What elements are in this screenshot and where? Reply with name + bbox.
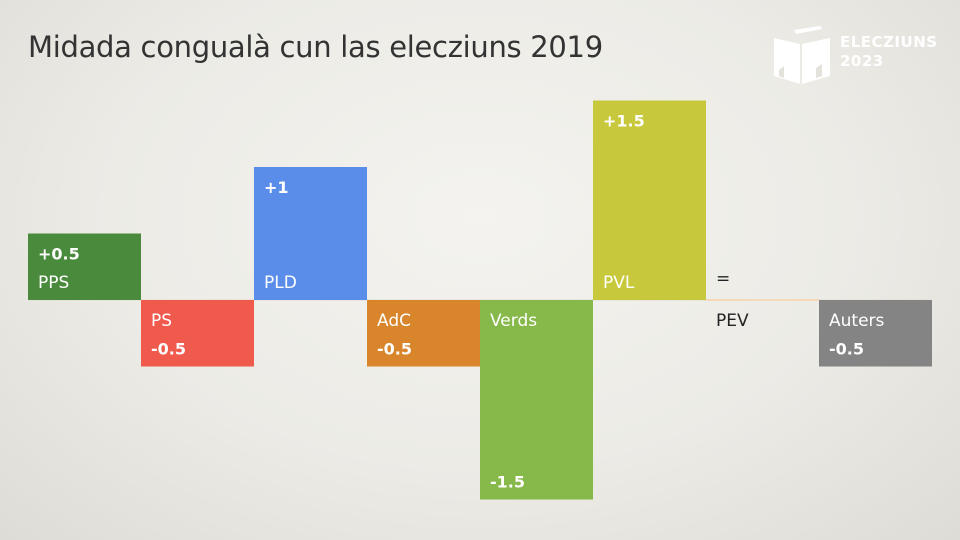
category-label-pld: PLD	[264, 273, 297, 293]
bar-verds	[480, 300, 593, 500]
bar-ps	[141, 300, 254, 367]
page-title: Midada congualà cun las elecziuns 2019	[28, 30, 603, 64]
value-label-adc: -0.5	[377, 340, 412, 359]
value-label-pld: +1	[264, 178, 289, 197]
value-label-auters: -0.5	[829, 340, 864, 359]
logo-line-2: 2023	[840, 52, 884, 70]
value-label-pev: =	[716, 269, 730, 289]
category-label-pev: PEV	[716, 311, 749, 331]
ballot-book-icon	[774, 26, 830, 84]
value-label-verds: -1.5	[490, 473, 525, 492]
category-label-pps: PPS	[38, 273, 69, 293]
value-label-ps: -0.5	[151, 340, 186, 359]
category-label-verds: Verds	[490, 311, 537, 331]
category-label-pvl: PVL	[603, 273, 635, 293]
category-label-auters: Auters	[829, 311, 885, 331]
logo-line-1: ELECZIUNS	[840, 33, 938, 51]
bar-pps	[28, 233, 141, 300]
category-label-adc: AdC	[377, 311, 411, 331]
bar-auters	[819, 300, 932, 367]
bar-adc	[367, 300, 480, 367]
elections-logo: ELECZIUNS 2023	[770, 26, 940, 86]
bar-pev	[706, 299, 819, 301]
bar-pvl	[593, 100, 706, 300]
value-label-pps: +0.5	[38, 245, 80, 264]
category-label-ps: PS	[151, 311, 172, 331]
bar-pld	[254, 167, 367, 300]
value-label-pvl: +1.5	[603, 112, 645, 131]
logo-text: ELECZIUNS 2023	[840, 33, 938, 71]
